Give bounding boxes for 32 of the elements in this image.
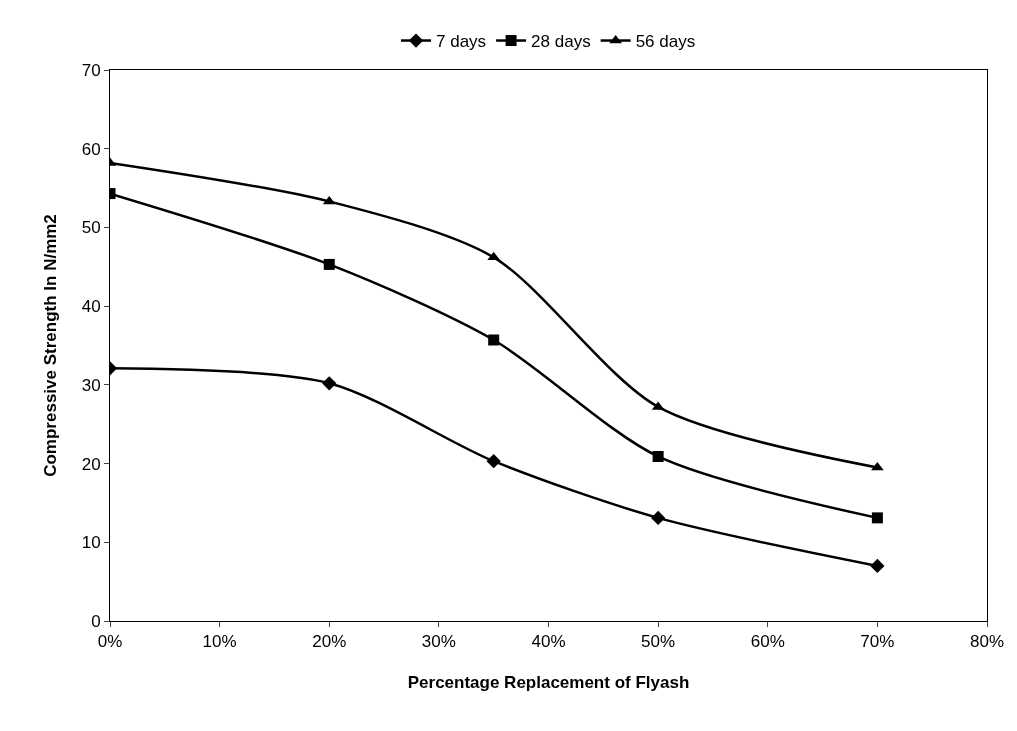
point	[487, 251, 501, 261]
y-axis-title: Compressive Strength In N/mm2	[41, 214, 61, 477]
y-tick-label: 50	[81, 218, 101, 238]
point	[650, 510, 666, 526]
y-tick-label: 30	[81, 375, 101, 395]
point	[871, 512, 883, 524]
x-tick-label: 70%	[860, 632, 895, 652]
point	[486, 454, 501, 469]
point	[652, 450, 664, 462]
y-tick-label: 70	[81, 60, 101, 80]
point	[870, 558, 885, 574]
legend-label: 56 days	[635, 32, 696, 52]
y-tick-label: 20	[81, 454, 101, 474]
x-tick-label: 80%	[969, 632, 1005, 652]
legend-label: 7 days	[436, 32, 487, 52]
y-tick-label: 10	[81, 533, 101, 553]
x-tick-label: 40%	[531, 632, 566, 652]
x-tick-label: 60%	[750, 632, 785, 652]
point	[323, 258, 335, 270]
y-tick-label: 0	[91, 611, 101, 631]
x-axis-title: Percentage Replacement of Flyash	[407, 672, 690, 692]
y-tick-label: 60	[81, 139, 101, 159]
x-tick-label: 20%	[312, 632, 347, 652]
point	[322, 376, 337, 391]
x-tick-label: 30%	[421, 632, 456, 652]
x-tick-label: 0%	[97, 632, 123, 652]
point	[488, 334, 500, 346]
y-tick-label: 40	[81, 297, 101, 317]
legend-label: 28 days	[531, 32, 591, 52]
x-tick-label: 10%	[202, 632, 237, 652]
point	[322, 195, 336, 205]
x-tick-label: 50%	[641, 632, 676, 652]
